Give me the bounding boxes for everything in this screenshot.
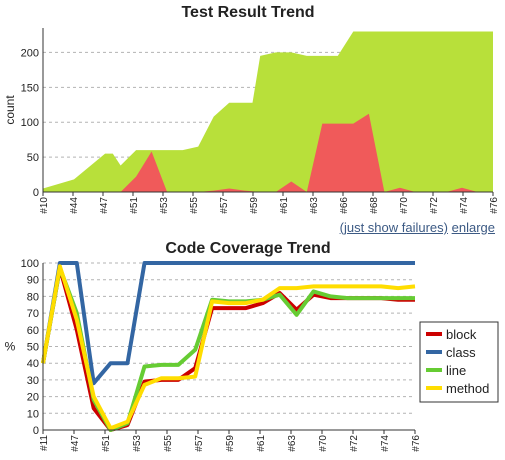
- y-tick-label: 10: [27, 408, 39, 420]
- x-tick-label: #74: [380, 435, 391, 452]
- y-tick-label: 50: [27, 342, 39, 354]
- total-tests-area: [43, 31, 493, 192]
- y-tick-label: 200: [21, 47, 39, 59]
- y-tick-label: 70: [27, 308, 39, 320]
- x-tick-label: #66: [339, 197, 350, 214]
- legend-label-class: class: [446, 345, 476, 360]
- y-tick-label: 0: [33, 425, 39, 437]
- x-tick-label: #55: [163, 435, 174, 452]
- x-tick-label: #70: [399, 197, 410, 214]
- legend-label-method: method: [446, 381, 489, 396]
- x-tick-label: #51: [129, 197, 140, 214]
- x-tick-label: #72: [429, 197, 440, 214]
- x-tick-label: #63: [287, 435, 298, 452]
- x-tick-label: #70: [318, 435, 329, 452]
- failed-tests-area: [43, 113, 493, 192]
- x-tick-label: #72: [349, 435, 360, 452]
- enlarge-link[interactable]: enlarge: [451, 220, 495, 235]
- x-tick-label: #51: [101, 435, 112, 452]
- series-line-method: [41, 264, 416, 431]
- test-result-trend-chart: Test Result Trend count 0 50 100 150 200 #10 #44…: [3, 4, 500, 214]
- x-tick-label: #61: [256, 435, 267, 452]
- chart-title: Test Result Trend: [181, 4, 314, 21]
- y-tick-label: 30: [27, 375, 39, 387]
- y-tick-label: 80: [27, 291, 39, 303]
- x-tick-label: #63: [309, 197, 320, 214]
- y-tick-label: 60: [27, 325, 39, 337]
- x-tick-label: #59: [225, 435, 236, 452]
- x-tick-label: #47: [70, 435, 81, 452]
- legend-label-line: line: [446, 363, 466, 378]
- y-tick-label: 20: [27, 392, 39, 404]
- code-coverage-trend-chart: Code Coverage Trend% 0 10 20 30 40 50 60 70 80 90 1…: [5, 240, 499, 452]
- chart-links: (just show failures) enlarge: [0, 220, 495, 235]
- y-tick-label: 100: [21, 258, 39, 270]
- x-tick-label: #74: [459, 197, 470, 214]
- y-tick-label: 150: [21, 82, 39, 94]
- x-tick-label: #61: [279, 197, 290, 214]
- y-tick-label: 40: [27, 358, 39, 370]
- legend-label-block: block: [446, 327, 477, 342]
- x-tick-label: #53: [159, 197, 170, 214]
- x-tick-label: #57: [219, 197, 230, 214]
- x-tick-label: #57: [194, 435, 205, 452]
- x-tick-label: #68: [369, 197, 380, 214]
- y-tick-label: 100: [21, 117, 39, 129]
- series-line-class: [41, 261, 415, 386]
- y-axis-label: %: [5, 340, 16, 354]
- x-tick-label: #11: [39, 435, 50, 451]
- x-tick-label: #10: [39, 197, 50, 214]
- y-tick-label: 50: [27, 152, 39, 164]
- just-show-failures-link[interactable]: (just show failures): [339, 220, 448, 235]
- x-tick-label: #59: [249, 197, 260, 214]
- y-tick-label: 0: [33, 187, 39, 199]
- x-tick-label: #44: [69, 197, 80, 214]
- x-tick-label: #76: [411, 435, 422, 452]
- y-axis-label: count: [3, 95, 17, 125]
- x-tick-label: #55: [189, 197, 200, 214]
- y-tick-label: 90: [27, 275, 39, 287]
- x-tick-label: #53: [132, 435, 143, 452]
- chart-title: Code Coverage Trend: [165, 240, 330, 257]
- x-tick-label: #76: [489, 197, 500, 214]
- x-tick-label: #47: [99, 197, 110, 214]
